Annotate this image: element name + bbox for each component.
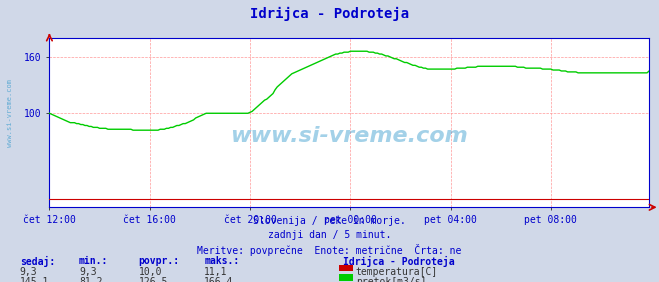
- Text: 10,0: 10,0: [138, 267, 162, 277]
- Text: www.si-vreme.com: www.si-vreme.com: [231, 126, 468, 146]
- Text: 9,3: 9,3: [20, 267, 38, 277]
- Text: Meritve: povprečne  Enote: metrične  Črta: ne: Meritve: povprečne Enote: metrične Črta:…: [197, 244, 462, 256]
- Text: 81,2: 81,2: [79, 277, 103, 282]
- Text: 166,4: 166,4: [204, 277, 234, 282]
- Text: pretok[m3/s]: pretok[m3/s]: [356, 277, 426, 282]
- Text: 126,5: 126,5: [138, 277, 168, 282]
- Text: povpr.:: povpr.:: [138, 256, 179, 266]
- Text: 145,1: 145,1: [20, 277, 49, 282]
- Text: Idrijca - Podroteja: Idrijca - Podroteja: [250, 7, 409, 21]
- Text: Slovenija / reke in morje.: Slovenija / reke in morje.: [253, 216, 406, 226]
- Text: sedaj:: sedaj:: [20, 256, 55, 267]
- Text: maks.:: maks.:: [204, 256, 239, 266]
- Text: 11,1: 11,1: [204, 267, 228, 277]
- Text: www.si-vreme.com: www.si-vreme.com: [7, 79, 13, 147]
- Text: temperatura[C]: temperatura[C]: [356, 267, 438, 277]
- Text: zadnji dan / 5 minut.: zadnji dan / 5 minut.: [268, 230, 391, 240]
- Text: 9,3: 9,3: [79, 267, 97, 277]
- Text: Idrijca - Podroteja: Idrijca - Podroteja: [343, 256, 454, 267]
- Text: min.:: min.:: [79, 256, 109, 266]
